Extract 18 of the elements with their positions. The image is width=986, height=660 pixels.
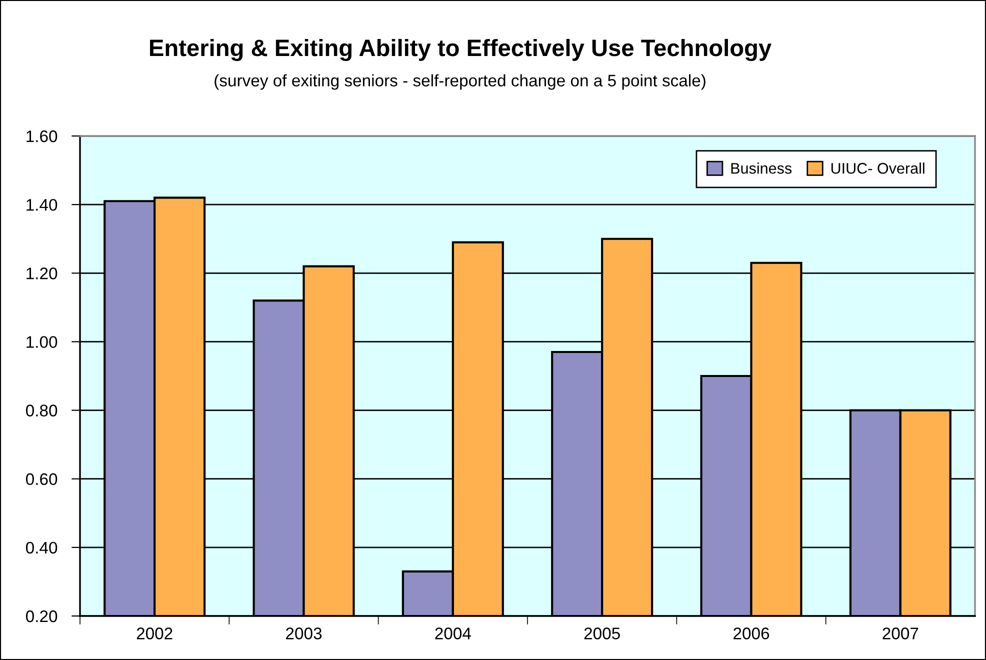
y-tick-label: 1.00 [26,336,58,348]
y-tick-label: 0.60 [26,473,58,486]
y-tick-label: 1.20 [26,268,58,280]
y-tick-label: 1.40 [26,198,58,211]
y-tick-label: 1.60 [26,130,58,142]
x-tick-label: 2002 [136,628,172,640]
x-tick-label: 2005 [584,628,620,640]
x-tick-label: 2006 [734,628,770,640]
y-tick-label: 0.80 [26,404,58,416]
legend-label: UIUC- Overall [831,162,924,174]
chart-title: Entering & Exiting Ability to Effectively Use Technology [150,38,772,62]
legend-label: Business [731,162,792,174]
x-tick-label: 2007 [882,628,918,640]
y-tick-label: 0.20 [26,610,58,622]
x-tick-label: 2003 [286,628,322,640]
x-tick-label: 2004 [435,628,471,640]
chart-subtitle: (survey of exiting seniors - self-reported change on a 5 point scale) [214,74,706,90]
y-tick-label: 0.40 [26,542,58,554]
